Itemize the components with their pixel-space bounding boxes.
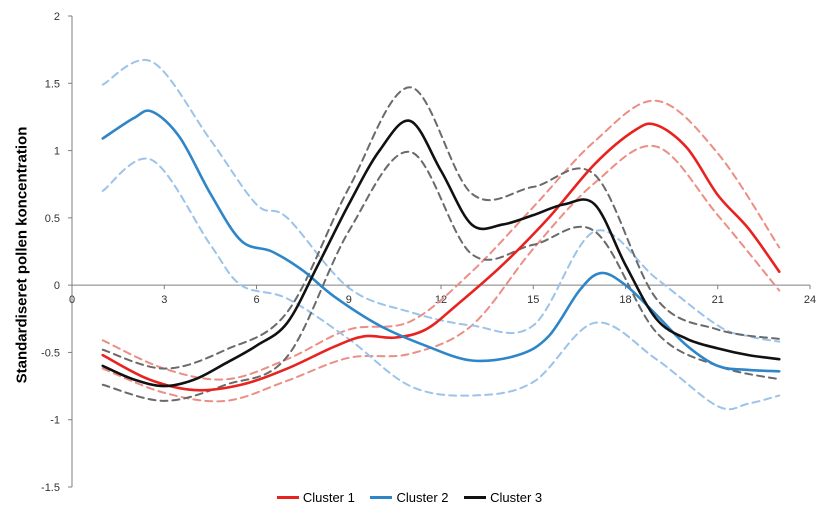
- y-tick-label: 0: [54, 280, 60, 292]
- y-tick-label: -1: [50, 415, 60, 427]
- series-line-cluster-3: [101, 119, 781, 388]
- confidence-band-line: [101, 150, 781, 402]
- y-tick-label: 2: [54, 11, 60, 23]
- legend-label-cluster-1: Cluster 1: [302, 490, 355, 505]
- legend-item-cluster-3: Cluster 3: [464, 490, 542, 505]
- series-line-cluster-1: [101, 122, 781, 392]
- x-tick-label: 0: [69, 294, 75, 306]
- x-tick-label: 18: [619, 294, 631, 306]
- confidence-band-line: [101, 144, 781, 403]
- legend-swatch-cluster-2: [370, 496, 393, 499]
- y-tick-label: -0.5: [41, 347, 60, 359]
- confidence-band-line: [101, 58, 781, 343]
- y-tick-label: 1: [54, 146, 60, 158]
- legend-swatch-cluster-3: [464, 496, 487, 499]
- y-tick-label: -1.5: [41, 482, 60, 494]
- confidence-band-line: [101, 86, 781, 370]
- x-tick-label: 15: [527, 294, 539, 306]
- y-tick-label: 1.5: [45, 78, 60, 90]
- legend-item-cluster-1: Cluster 1: [276, 490, 355, 505]
- x-tick-label: 3: [161, 294, 167, 306]
- legend-label-cluster-2: Cluster 2: [396, 490, 449, 505]
- confidence-band-line: [101, 157, 781, 411]
- x-tick-label: 6: [253, 294, 259, 306]
- legend-item-cluster-2: Cluster 2: [370, 490, 449, 505]
- series-line-cluster-2: [101, 109, 781, 373]
- legend: Cluster 1 Cluster 2 Cluster 3: [0, 487, 819, 505]
- y-axis-label: Standardiseret pollen koncentration: [13, 126, 31, 384]
- legend-swatch-cluster-1: [276, 496, 299, 499]
- y-tick-label: 0.5: [45, 213, 60, 225]
- confidence-band-line: [101, 99, 781, 381]
- x-tick-label: 21: [712, 294, 724, 306]
- legend-label-cluster-3: Cluster 3: [490, 490, 543, 505]
- x-tick-label: 24: [804, 294, 816, 306]
- x-tick-label: 9: [346, 294, 352, 306]
